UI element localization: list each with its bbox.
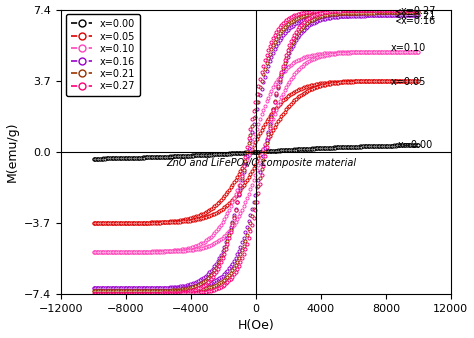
X-axis label: H(Oe): H(Oe) [237, 319, 274, 333]
Text: x=0.00: x=0.00 [397, 140, 433, 149]
Legend: x=0.00, x=0.05, x=0.10, x=0.16, x=0.21, x=0.27: x=0.00, x=0.05, x=0.10, x=0.16, x=0.21, … [66, 15, 140, 96]
Text: ZnO and LiFePO₄/C composite material: ZnO and LiFePO₄/C composite material [166, 158, 356, 168]
Y-axis label: M(emu/g): M(emu/g) [6, 122, 18, 182]
Text: x=0.10: x=0.10 [391, 43, 426, 53]
Text: x=0.05: x=0.05 [391, 77, 426, 87]
Text: x=0.27: x=0.27 [397, 6, 436, 17]
Text: x=0.21: x=0.21 [397, 11, 436, 21]
Text: x=0.16: x=0.16 [397, 16, 436, 26]
